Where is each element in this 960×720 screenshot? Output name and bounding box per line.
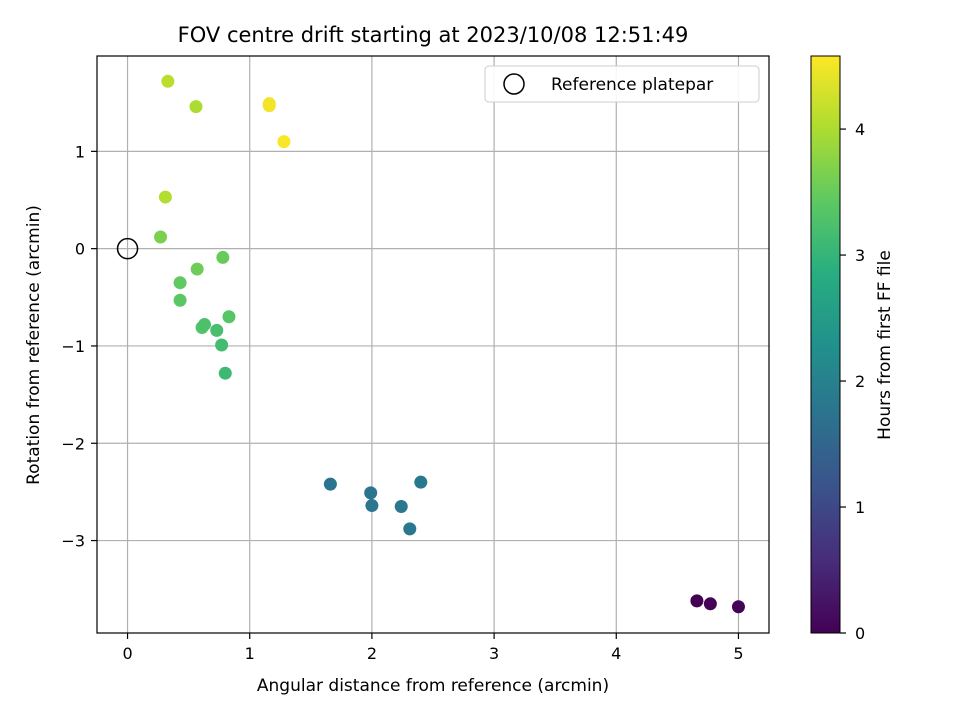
data-point	[218, 366, 232, 380]
data-point	[198, 318, 212, 332]
y-tick-label: −1	[61, 337, 85, 356]
plot-frame	[96, 55, 770, 634]
data-point	[365, 499, 379, 513]
colorbar	[810, 55, 841, 634]
data-point	[189, 100, 203, 114]
data-point	[154, 230, 168, 244]
legend-marker-icon	[503, 73, 525, 95]
x-axis-label: Angular distance from reference (arcmin)	[257, 676, 609, 696]
reference-platepar-marker	[116, 237, 139, 260]
data-point	[161, 74, 175, 88]
y-axis-label: Rotation from reference (arcmin)	[24, 205, 44, 485]
x-tick-label: 1	[245, 644, 255, 663]
data-point	[210, 323, 224, 337]
legend-box	[484, 65, 760, 103]
x-tick-label: 0	[122, 644, 132, 663]
y-tick-label: 0	[75, 240, 85, 259]
data-points	[154, 74, 745, 614]
data-point	[216, 250, 230, 264]
x-tick-label: 4	[611, 644, 621, 663]
x-tick-label: 2	[367, 644, 377, 663]
data-point	[190, 262, 204, 276]
data-point	[262, 99, 276, 113]
colorbar-tick-label: 3	[855, 246, 865, 265]
data-point	[215, 338, 229, 352]
data-point	[414, 475, 428, 489]
data-point	[158, 190, 172, 204]
y-axis-ticks: −3 −2 −1 0 1	[61, 142, 97, 551]
colorbar-tick-label: 1	[855, 498, 865, 517]
y-tick-label: 1	[75, 142, 85, 161]
data-point	[394, 500, 408, 514]
colorbar-tick-label: 4	[855, 120, 865, 139]
x-tick-label: 5	[733, 644, 743, 663]
colorbar-label: Hours from first FF file	[875, 250, 895, 440]
grid	[97, 56, 769, 633]
colorbar-tick-label: 0	[855, 624, 865, 643]
chart-title: FOV centre drift starting at 2023/10/08 …	[178, 23, 689, 47]
y-tick-label: −3	[61, 532, 85, 551]
data-point	[403, 522, 417, 536]
legend: Reference platepar	[484, 65, 760, 103]
legend-entry-label: Reference platepar	[551, 75, 713, 95]
data-point	[222, 310, 236, 324]
data-point	[277, 135, 291, 149]
x-axis-ticks: 0 1 2 3 4 5	[122, 633, 744, 663]
x-tick-label: 3	[489, 644, 499, 663]
y-tick-label: −2	[61, 434, 85, 453]
colorbar-tick-label: 2	[855, 372, 865, 391]
data-point	[323, 477, 337, 491]
colorbar-ticks: 0 1 2 3 4	[840, 120, 865, 643]
data-point	[173, 293, 187, 307]
data-point	[364, 486, 378, 500]
data-point	[731, 600, 745, 614]
data-point	[173, 276, 187, 290]
data-point	[703, 597, 717, 611]
data-point	[690, 594, 704, 608]
